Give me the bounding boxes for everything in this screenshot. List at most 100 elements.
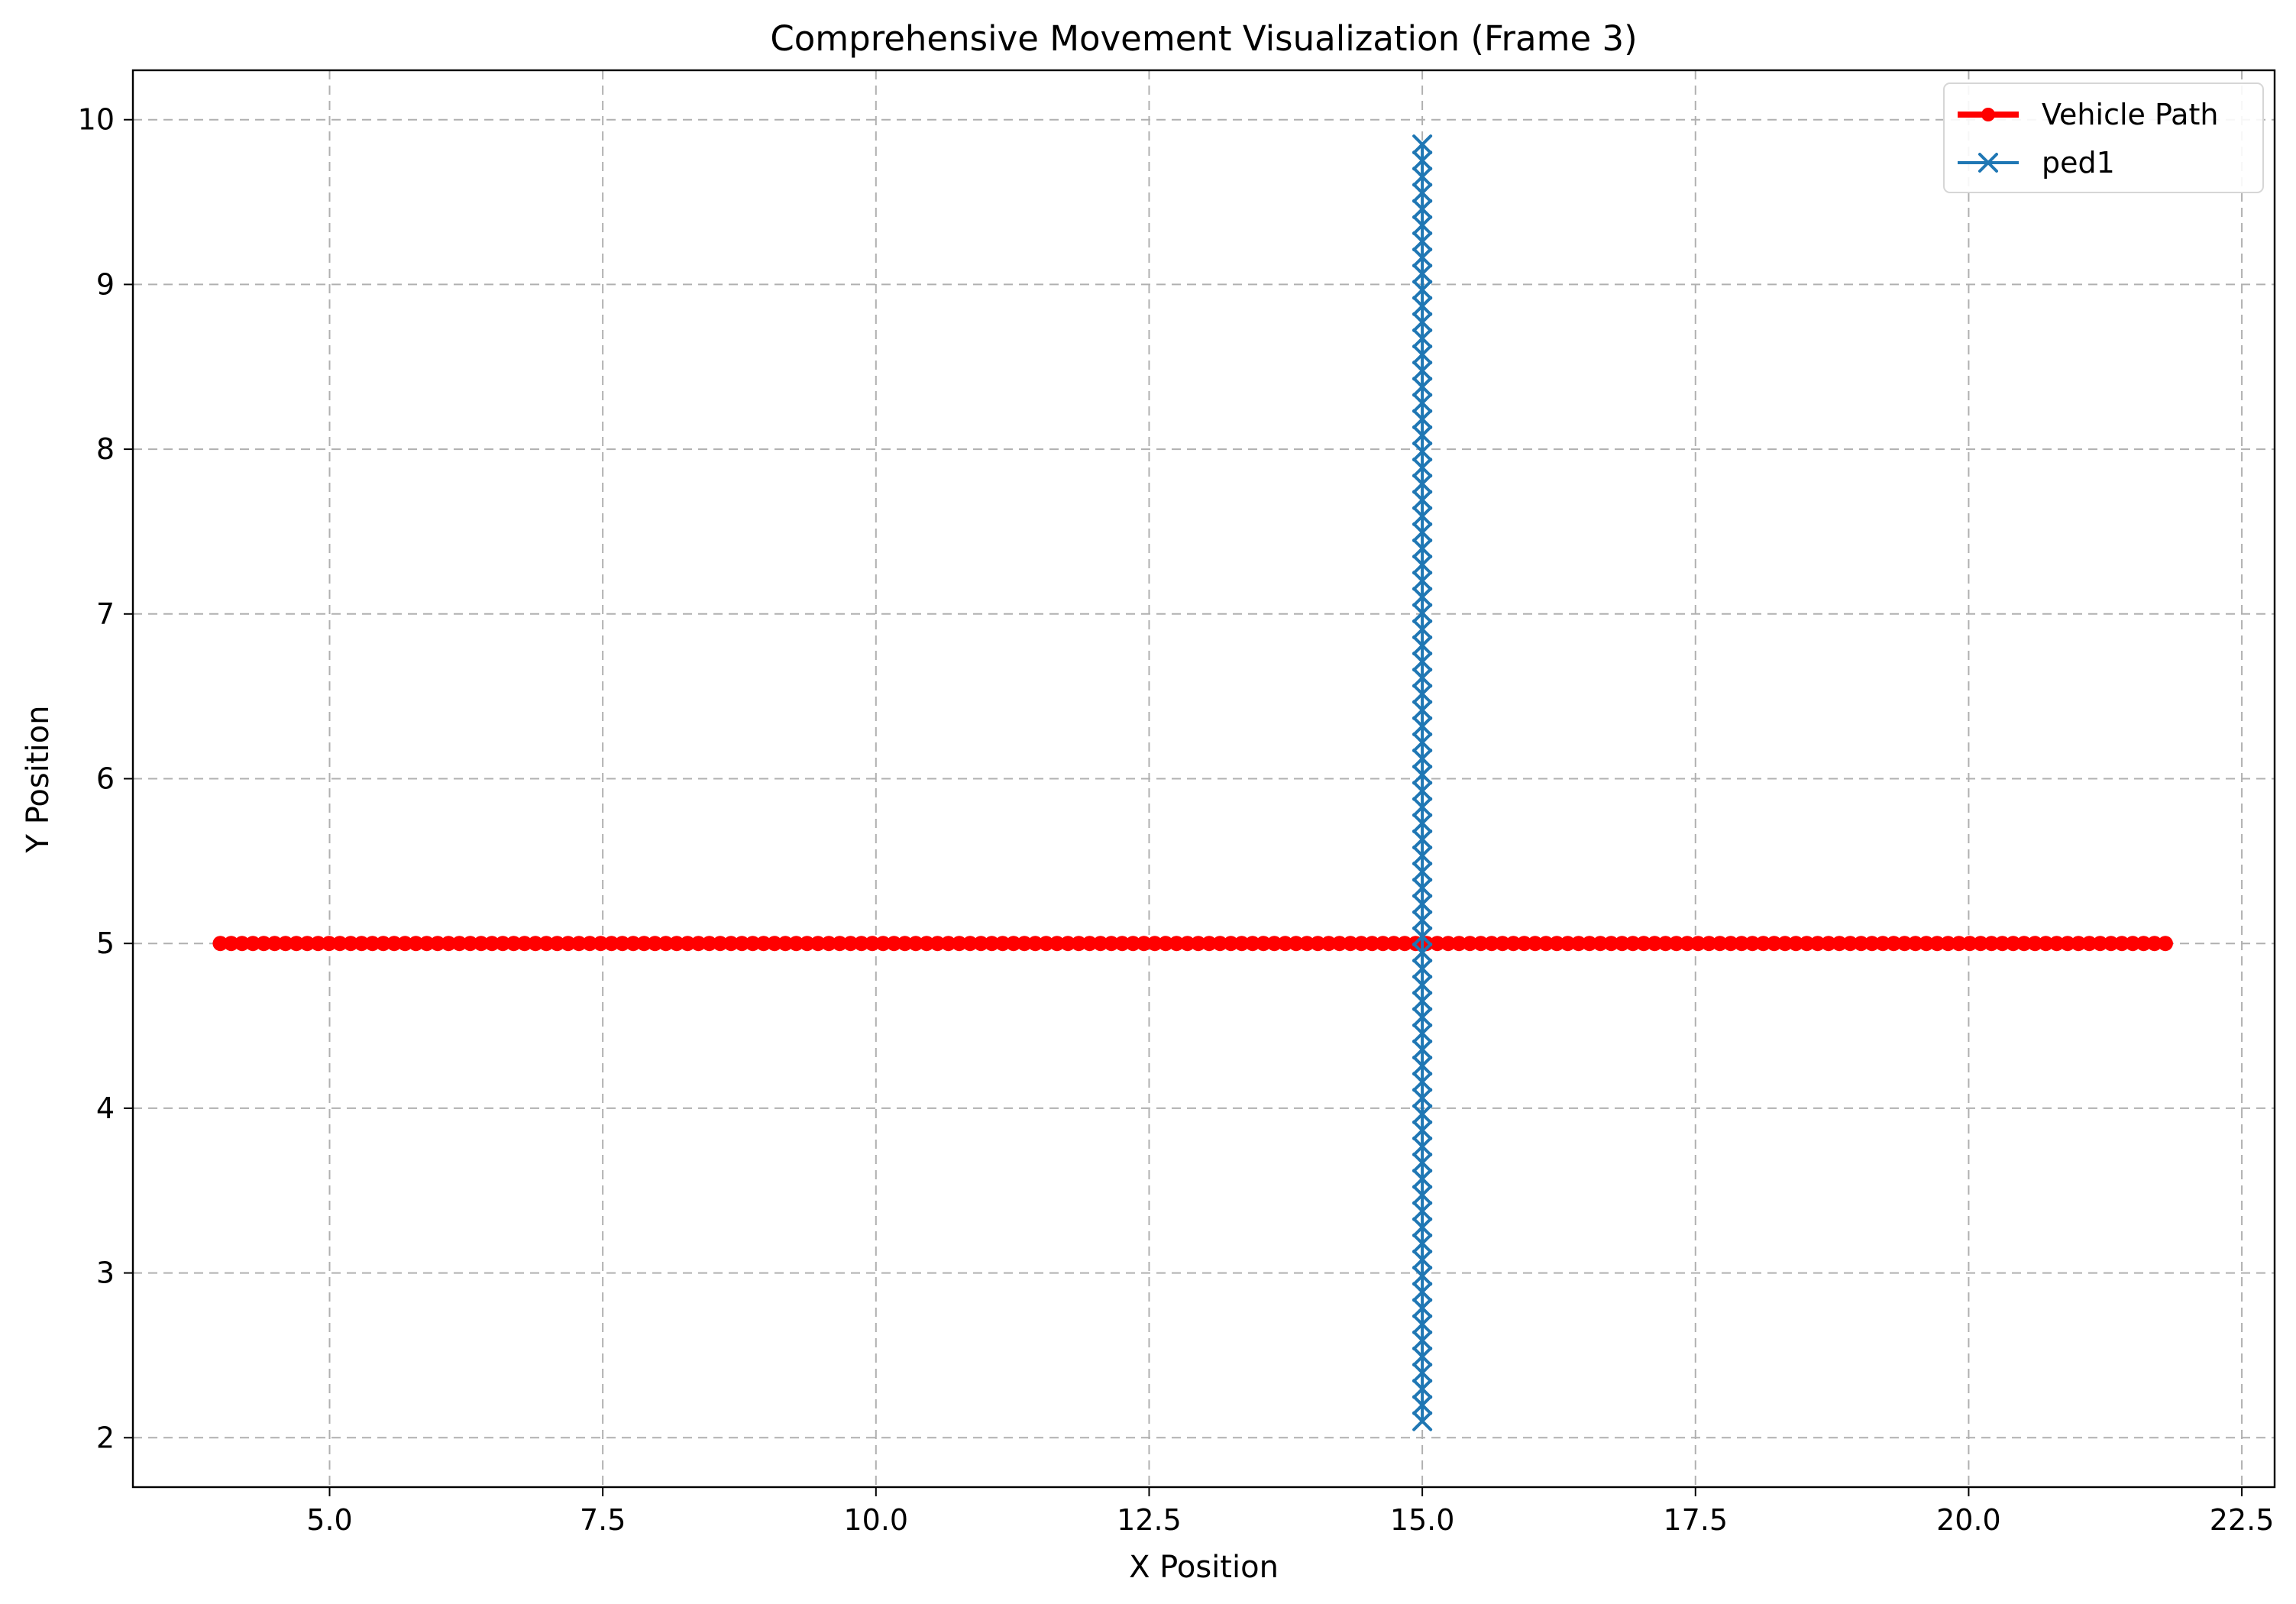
vehicle-path-point: [1299, 936, 1315, 952]
ped1-point: [1412, 1201, 1433, 1221]
vehicle-path-point: [441, 936, 457, 952]
y-axis-label: Y Position: [21, 706, 56, 854]
ped1-point: [1412, 684, 1433, 704]
vehicle-path-point: [1386, 936, 1402, 952]
vehicle-path-point: [310, 936, 326, 952]
series-vehicle-path: [212, 936, 2173, 952]
ped1-point: [1412, 296, 1433, 316]
ped1-point: [1412, 571, 1433, 591]
vehicle-path-point: [897, 936, 913, 952]
vehicle-path-point: [723, 936, 739, 952]
vehicle-path-point: [1342, 936, 1358, 952]
vehicle-path-point: [778, 936, 794, 952]
vehicle-path-point: [321, 936, 337, 952]
vehicle-path-point: [701, 936, 717, 952]
x-tick-label: 10.0: [844, 1503, 909, 1537]
vehicle-path-point: [680, 936, 696, 952]
vehicle-path-point: [1082, 936, 1098, 952]
vehicle-path-point: [1940, 936, 1956, 952]
vehicle-path-point: [712, 936, 728, 952]
vehicle-path-point: [1223, 936, 1239, 952]
vehicle-path-point: [1679, 936, 1695, 952]
series-layer: [212, 134, 2173, 1431]
ped1-point: [1412, 1379, 1433, 1399]
ped1-point: [1412, 765, 1433, 785]
vehicle-path-point: [354, 936, 370, 952]
vehicle-path-point: [1201, 936, 1218, 952]
vehicle-path-point: [1722, 936, 1738, 952]
ped1-point: [1412, 1056, 1433, 1076]
vehicle-path-point: [1212, 936, 1228, 952]
ped1-point: [1412, 846, 1433, 866]
vehicle-path-point: [821, 936, 837, 952]
ped1-point: [1412, 619, 1433, 639]
ped1-point: [1412, 280, 1433, 300]
vehicle-path-point: [1397, 936, 1413, 952]
x-ticks: 5.0 7.5 10.0 12.5 15.0 17.5 20.0 22.5: [306, 1487, 2274, 1537]
vehicle-path-point: [766, 936, 782, 952]
y-tick-label: 8: [96, 432, 115, 466]
ped1-point: [1412, 1072, 1433, 1092]
ped1-point: [1412, 199, 1433, 219]
vehicle-path-point: [1755, 936, 1771, 952]
vehicle-path-point: [2125, 936, 2141, 952]
vehicle-path-point: [1234, 936, 1250, 952]
vehicle-path-point: [1516, 936, 1532, 952]
vehicle-path-point: [1429, 936, 1445, 952]
vehicle-path-point: [1668, 936, 1684, 952]
vehicle-path-point: [343, 936, 359, 952]
ped1-point: [1412, 506, 1433, 526]
vehicle-path-point: [1853, 936, 1869, 952]
vehicle-path-point: [2005, 936, 2021, 952]
ped1-point: [1412, 312, 1433, 332]
ped1-point: [1412, 425, 1433, 445]
ped1-point: [1412, 377, 1433, 397]
vehicle-path-point: [930, 936, 946, 952]
vehicle-path-point: [1842, 936, 1858, 952]
x-tick-label: 7.5: [580, 1503, 626, 1537]
vehicle-path-point: [973, 936, 989, 952]
vehicle-path-point: [1973, 936, 1989, 952]
vehicle-path-point: [962, 936, 978, 952]
vehicle-path-point: [516, 936, 532, 952]
vehicle-path-point: [1961, 936, 1977, 952]
vehicle-path-point: [1918, 936, 1934, 952]
vehicle-path-point: [223, 936, 239, 952]
vehicle-path-point: [429, 936, 445, 952]
series-ped1: [1412, 134, 1433, 1431]
ped1-point: [1412, 975, 1433, 995]
vehicle-path-point: [1897, 936, 1913, 952]
vehicle-path-point: [234, 936, 250, 952]
ped1-point: [1412, 555, 1433, 575]
vehicle-path-point: [614, 936, 630, 952]
vehicle-path-point: [289, 936, 305, 952]
ped1-point: [1412, 910, 1433, 930]
ped1-point: [1412, 603, 1433, 623]
ped1-point: [1412, 167, 1433, 187]
ped1-point: [1412, 361, 1433, 381]
vehicle-path-point: [593, 936, 609, 952]
vehicle-path-point: [1505, 936, 1522, 952]
vehicle-path-point: [331, 936, 348, 952]
vehicle-path-point: [1277, 936, 1293, 952]
vehicle-path-point: [1907, 936, 1923, 952]
ped1-point: [1412, 749, 1433, 769]
vehicle-path-point: [1092, 936, 1108, 952]
vehicle-path-point: [647, 936, 663, 952]
vehicle-path-point: [1483, 936, 1499, 952]
vehicle-path-point: [1169, 936, 1185, 952]
vehicle-path-point: [2157, 936, 2173, 952]
x-tick-label: 22.5: [2210, 1503, 2275, 1537]
ped1-point: [1412, 441, 1433, 462]
ped1-point: [1412, 862, 1433, 882]
vehicle-path-point: [1603, 936, 1619, 952]
vehicle-path-point: [451, 936, 467, 952]
vehicle-path-point: [473, 936, 489, 952]
vehicle-path-point: [853, 936, 869, 952]
vehicle-path-point: [1951, 936, 1967, 952]
ped1-point: [1412, 668, 1433, 688]
x-tick-label: 17.5: [1663, 1503, 1728, 1537]
legend-box: [1943, 82, 2264, 193]
vehicle-path-point: [2038, 936, 2054, 952]
vehicle-path-point: [2092, 936, 2108, 952]
